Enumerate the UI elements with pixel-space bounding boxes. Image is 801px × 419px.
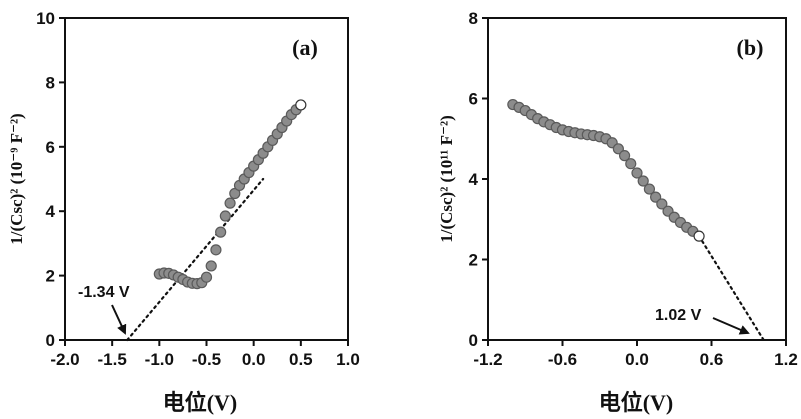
x-axis-label: 电位(V) [599, 390, 674, 415]
x-tick-label: 0.6 [700, 350, 724, 369]
y-tick-label: 6 [46, 138, 55, 157]
plot-frame [488, 18, 786, 340]
x-tick-label: 1.0 [336, 350, 360, 369]
x-tick-label: -2.0 [50, 350, 79, 369]
data-point [694, 231, 704, 241]
axes-layer: -2.0 -1.5 -1.0 -0.5 0.0 0.5 1.0 0 2 4 6 8 10 [36, 9, 360, 369]
fit-line-layer [699, 236, 764, 340]
x-tick-label: -0.5 [192, 350, 221, 369]
panel-label: (b) [737, 35, 764, 60]
data-point [211, 245, 221, 255]
annotation-arrow [713, 318, 748, 333]
figure: -2.0 -1.5 -1.0 -0.5 0.0 0.5 1.0 0 2 4 6 8 10 (a) -1.… [0, 0, 801, 419]
y-tick-label: 6 [469, 90, 478, 109]
y-tick-label: 0 [46, 331, 55, 350]
data-point [220, 211, 230, 221]
y-axis-label: 1/(Csc)² (10¹¹ F⁻²) [437, 115, 456, 243]
panel-b: -1.2-0.60.00.61.202468 (b) 1.02 V 电位(V) … [437, 9, 798, 415]
data-point [296, 100, 306, 110]
extrapolation-line [699, 236, 764, 340]
fit-line-layer [127, 179, 263, 340]
y-tick-label: 8 [46, 73, 55, 92]
x-tick-label: 0.0 [242, 350, 266, 369]
x-tick-label: 1.2 [774, 350, 798, 369]
y-tick-label: 4 [469, 170, 479, 189]
x-axis-label: 电位(V) [163, 390, 238, 415]
annotation-label: -1.34 V [78, 284, 130, 301]
data-points-layer [154, 100, 306, 289]
y-tick-label: 10 [36, 9, 55, 28]
y-tick-label: 2 [46, 267, 55, 286]
x-tick-label: -1.0 [145, 350, 174, 369]
panel-label: (a) [292, 35, 318, 60]
x-tick-label: -1.2 [473, 350, 502, 369]
panel-a: -2.0 -1.5 -1.0 -0.5 0.0 0.5 1.0 0 2 4 6 8 10 (a) -1.… [7, 9, 360, 415]
x-tick-label: 0.0 [625, 350, 649, 369]
data-point [206, 261, 216, 271]
x-tick-label: -0.6 [548, 350, 577, 369]
y-tick-label: 2 [469, 251, 478, 270]
x-tick-label: 0.5 [289, 350, 313, 369]
annotation-label: 1.02 V [655, 307, 702, 324]
data-point [626, 159, 636, 169]
data-point [225, 198, 235, 208]
y-axis-label: 1/(Csc)² (10⁻⁹ F⁻²) [7, 113, 26, 244]
extrapolation-line [127, 179, 263, 340]
y-tick-label: 4 [46, 202, 56, 221]
data-point [202, 272, 212, 282]
x-tick-label: -1.5 [98, 350, 127, 369]
annotation-arrow [112, 305, 125, 333]
data-points-layer [508, 100, 704, 242]
y-tick-label: 8 [469, 9, 478, 28]
data-point [216, 227, 226, 237]
y-tick-label: 0 [469, 331, 478, 350]
